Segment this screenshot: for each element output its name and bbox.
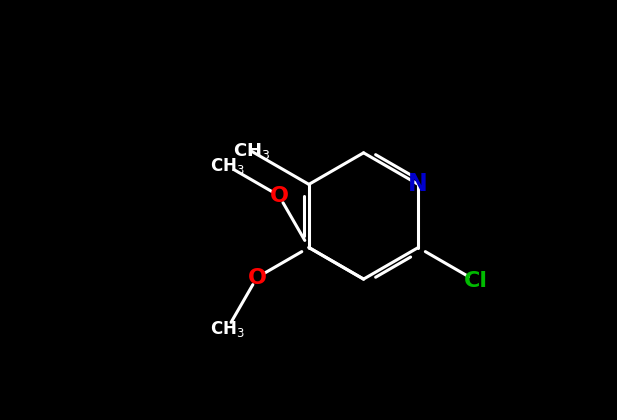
Text: CH$_3$: CH$_3$ <box>233 141 270 161</box>
Text: CH$_3$: CH$_3$ <box>210 155 244 176</box>
Text: CH$_3$: CH$_3$ <box>210 320 244 339</box>
Text: N: N <box>408 172 428 197</box>
Text: O: O <box>270 186 288 205</box>
Text: O: O <box>247 268 267 288</box>
Text: Cl: Cl <box>463 270 487 291</box>
